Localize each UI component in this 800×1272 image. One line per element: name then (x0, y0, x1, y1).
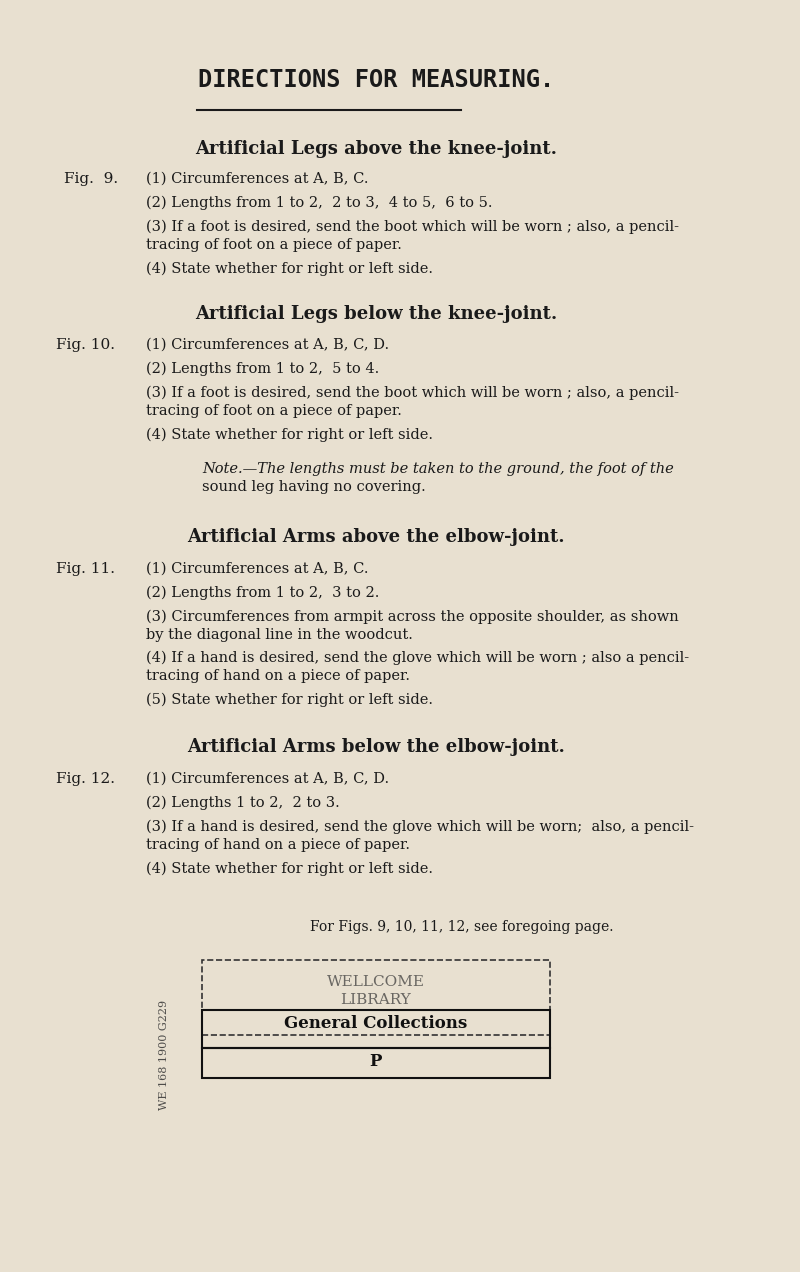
Text: DIRECTIONS FOR MEASURING.: DIRECTIONS FOR MEASURING. (198, 67, 554, 92)
Text: (3) If a hand is desired, send the glove which will be worn;  also, a pencil-: (3) If a hand is desired, send the glove… (146, 820, 694, 834)
Text: (2) Lengths from 1 to 2,  2 to 3,  4 to 5,  6 to 5.: (2) Lengths from 1 to 2, 2 to 3, 4 to 5,… (146, 196, 492, 210)
Text: (1) Circumferences at A, B, C.: (1) Circumferences at A, B, C. (146, 172, 368, 186)
Text: sound leg having no covering.: sound leg having no covering. (202, 480, 426, 494)
Text: (3) Circumferences from armpit across the opposite shoulder, as shown: (3) Circumferences from armpit across th… (146, 611, 678, 625)
Text: (1) Circumferences at A, B, C.: (1) Circumferences at A, B, C. (146, 562, 368, 576)
Text: (4) State whether for right or left side.: (4) State whether for right or left side… (146, 427, 433, 443)
Text: Artificial Legs below the knee-joint.: Artificial Legs below the knee-joint. (195, 305, 557, 323)
Text: General Collections: General Collections (284, 1015, 467, 1032)
Text: Fig. 12.: Fig. 12. (56, 772, 115, 786)
Text: (3) If a foot is desired, send the boot which will be worn ; also, a pencil-: (3) If a foot is desired, send the boot … (146, 385, 678, 401)
Text: (4) State whether for right or left side.: (4) State whether for right or left side… (146, 862, 433, 876)
Text: (1) Circumferences at A, B, C, D.: (1) Circumferences at A, B, C, D. (146, 338, 389, 352)
Bar (202, 1010, 550, 1048)
Text: Fig. 10.: Fig. 10. (56, 338, 115, 352)
Text: P: P (370, 1053, 382, 1070)
Text: (2) Lengths 1 to 2,  2 to 3.: (2) Lengths 1 to 2, 2 to 3. (146, 796, 339, 810)
Text: WELLCOME: WELLCOME (327, 976, 425, 990)
Text: For Figs. 9, 10, 11, 12, see foregoing page.: For Figs. 9, 10, 11, 12, see foregoing p… (310, 920, 614, 934)
Bar (202, 960, 550, 1035)
Text: tracing of foot on a piece of paper.: tracing of foot on a piece of paper. (146, 238, 402, 252)
Text: Fig. 11.: Fig. 11. (56, 562, 115, 576)
Text: by the diagonal line in the woodcut.: by the diagonal line in the woodcut. (146, 628, 413, 642)
Text: (5) State whether for right or left side.: (5) State whether for right or left side… (146, 693, 433, 707)
Text: Note.—The lengths must be taken to the ground, the foot of the: Note.—The lengths must be taken to the g… (202, 462, 674, 476)
Text: (1) Circumferences at A, B, C, D.: (1) Circumferences at A, B, C, D. (146, 772, 389, 786)
Text: (2) Lengths from 1 to 2,  3 to 2.: (2) Lengths from 1 to 2, 3 to 2. (146, 586, 379, 600)
Text: Artificial Legs above the knee-joint.: Artificial Legs above the knee-joint. (195, 140, 557, 158)
Text: tracing of hand on a piece of paper.: tracing of hand on a piece of paper. (146, 838, 410, 852)
Bar (202, 1048, 550, 1077)
Text: Artificial Arms above the elbow-joint.: Artificial Arms above the elbow-joint. (187, 528, 565, 546)
Text: LIBRARY: LIBRARY (341, 993, 411, 1007)
Text: (4) State whether for right or left side.: (4) State whether for right or left side… (146, 262, 433, 276)
Text: (2) Lengths from 1 to 2,  5 to 4.: (2) Lengths from 1 to 2, 5 to 4. (146, 363, 379, 377)
Text: (3) If a foot is desired, send the boot which will be worn ; also, a pencil-: (3) If a foot is desired, send the boot … (146, 220, 678, 234)
Text: tracing of hand on a piece of paper.: tracing of hand on a piece of paper. (146, 669, 410, 683)
Text: WE 168 1900 G229: WE 168 1900 G229 (159, 1000, 170, 1110)
Text: Artificial Arms below the elbow-joint.: Artificial Arms below the elbow-joint. (187, 738, 565, 756)
Text: Fig.  9.: Fig. 9. (64, 172, 118, 186)
Text: tracing of foot on a piece of paper.: tracing of foot on a piece of paper. (146, 404, 402, 418)
Text: (4) If a hand is desired, send the glove which will be worn ; also a pencil-: (4) If a hand is desired, send the glove… (146, 651, 689, 665)
